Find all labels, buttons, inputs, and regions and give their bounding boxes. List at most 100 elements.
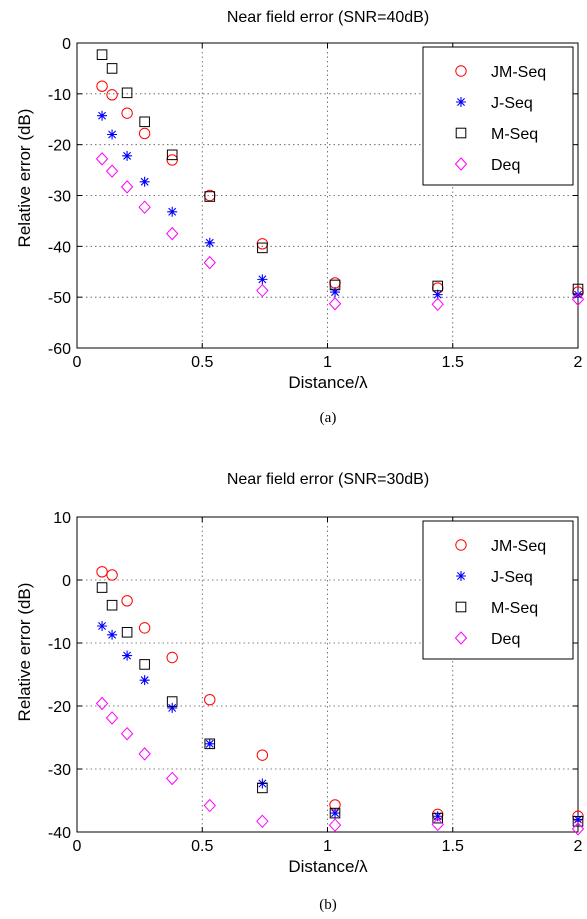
y-tick-label: -10 — [48, 636, 71, 653]
legend: JM-Seq J-Seq M-Seq Deq — [422, 46, 574, 186]
data-point — [96, 582, 108, 593]
data-point — [138, 747, 151, 761]
data-point — [330, 287, 341, 298]
legend-marker — [455, 601, 467, 613]
data-point — [122, 150, 133, 161]
figure-caption: (b) — [319, 897, 337, 913]
data-point — [203, 255, 216, 270]
data-point — [166, 771, 179, 786]
data-point — [120, 726, 134, 741]
data-point — [106, 569, 118, 581]
x-tick-label: 2 — [574, 838, 583, 855]
data-point — [329, 279, 341, 291]
data-point — [328, 297, 342, 311]
data-point — [121, 595, 133, 607]
data-point — [106, 599, 118, 611]
y-tick-label: -20 — [48, 138, 71, 155]
series-m-seq — [96, 49, 584, 295]
chart-panel-b: Near field error (SNR=30dB) Distance/λ R… — [15, 471, 585, 913]
legend-box — [422, 520, 574, 660]
data-point — [139, 675, 150, 686]
legend-label: M-Seq — [491, 126, 538, 143]
x-tick-label: 0.5 — [191, 354, 213, 371]
data-point — [106, 89, 118, 101]
x-tick-label: 1.5 — [442, 838, 464, 855]
data-point — [571, 292, 585, 306]
data-point — [166, 226, 179, 241]
legend: JM-Seq J-Seq M-Seq Deq — [422, 520, 574, 660]
data-point — [122, 650, 133, 661]
data-point — [256, 283, 269, 298]
y-tick-label: 0 — [62, 36, 71, 53]
y-tick-label: -50 — [48, 290, 71, 307]
data-point — [256, 749, 269, 761]
legend-box — [422, 46, 574, 186]
x-tick-label: 0.5 — [191, 838, 213, 855]
data-point — [106, 63, 118, 74]
data-point — [571, 822, 585, 836]
data-point — [121, 626, 133, 638]
y-tick-label: 10 — [53, 510, 71, 527]
data-point — [121, 87, 133, 99]
grid — [77, 517, 578, 832]
series-j-seq — [97, 110, 583, 300]
y-tick-label: -40 — [48, 239, 71, 256]
legend-label: M-Seq — [491, 600, 538, 617]
x-tick-label: 1.5 — [442, 354, 464, 371]
y-tick-label: -20 — [48, 699, 71, 716]
series-m-seq — [96, 582, 584, 827]
data-point — [204, 738, 215, 749]
x-axis-label: Distance/λ — [288, 373, 368, 392]
legend-marker — [454, 631, 468, 645]
data-point — [257, 242, 268, 254]
data-point — [120, 180, 134, 194]
x-tick-label: 1 — [323, 354, 332, 371]
chart-panel-a: Near field error (SNR=40dB) Distance/λ R… — [15, 9, 585, 426]
y-tick-label: 0 — [62, 573, 71, 590]
data-point — [203, 798, 216, 813]
y-tick-label: -10 — [48, 87, 71, 104]
data-point — [107, 629, 118, 640]
data-point — [431, 817, 444, 832]
data-point — [328, 818, 342, 832]
data-point — [138, 200, 151, 214]
data-point — [97, 110, 108, 121]
data-point — [257, 782, 268, 794]
chart-title: Near field error (SNR=40dB) — [227, 9, 429, 26]
data-point — [139, 176, 150, 187]
data-point — [329, 807, 341, 819]
legend-marker — [456, 97, 466, 107]
series-deq — [95, 152, 585, 312]
data-point — [573, 814, 583, 825]
data-point — [139, 659, 150, 670]
data-point — [138, 127, 151, 140]
data-point — [121, 107, 133, 119]
series-deq — [95, 696, 585, 836]
data-point — [105, 164, 119, 178]
data-point — [432, 289, 443, 300]
data-point — [330, 808, 341, 819]
data-point — [166, 696, 178, 707]
x-axis-label: Distance/λ — [288, 857, 368, 876]
legend-label: JM-Seq — [491, 64, 546, 81]
x-tick-label: 2 — [574, 354, 583, 371]
legend-marker — [455, 539, 467, 551]
data-point — [95, 152, 109, 166]
data-point — [204, 694, 216, 706]
data-point — [204, 191, 216, 202]
figure-caption: (a) — [320, 410, 337, 426]
data-point — [432, 811, 443, 822]
y-axis-label: Relative error (dB) — [15, 109, 34, 248]
data-point — [572, 815, 584, 827]
x-tick-label: 0 — [73, 838, 82, 855]
data-point — [107, 129, 118, 140]
data-point — [166, 651, 178, 664]
legend-label: J-Seq — [491, 569, 533, 586]
y-tick-label: -60 — [48, 341, 71, 358]
data-point — [204, 738, 216, 750]
legend-label: JM-Seq — [491, 538, 546, 555]
data-point — [167, 702, 178, 713]
data-point — [204, 237, 215, 248]
data-point — [96, 49, 108, 60]
